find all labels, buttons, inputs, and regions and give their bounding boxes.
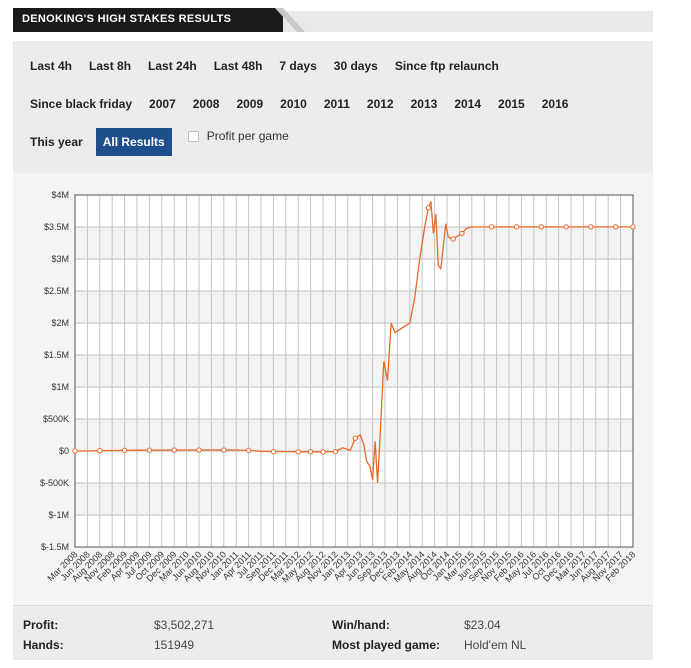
data-point [513,224,520,230]
filter-2015[interactable]: 2015 [498,97,525,111]
filter-since-black-friday[interactable]: Since black friday [30,97,133,111]
data-point [488,224,495,230]
profit-per-game-label: Profit per game [206,129,289,143]
filter-last-8h[interactable]: Last 8h [89,59,132,73]
filter-30-days[interactable]: 30 days [333,59,378,73]
plot-band [75,419,633,451]
y-tick-label: $3.5M [44,222,69,232]
data-point [307,449,314,455]
filter-2008[interactable]: 2008 [192,97,220,111]
filter-7-days[interactable]: 7 days [279,59,317,73]
data-point [425,205,432,211]
most-played-value: Hold'em NL [464,638,527,652]
data-point [352,435,358,441]
profit-value: $3,502,271 [154,618,215,632]
profit-per-game-checkbox[interactable] [187,130,199,142]
data-point [332,448,339,455]
data-point [612,224,619,230]
results-panel: DENOKING'S HIGH STAKES RESULTS Last 4h La… [13,8,653,668]
filter-2013[interactable]: 2013 [410,97,438,111]
y-tick-label: $2M [51,318,69,328]
page-title: DENOKING'S HIGH STAKES RESULTS [22,13,232,25]
data-point [97,447,103,454]
plot-border [74,194,634,548]
filter-panel: Last 4h Last 8h Last 24h Last 48h 7 days 30 d… [13,41,653,173]
data-point [538,224,544,230]
filter-2012[interactable]: 2012 [366,97,394,111]
data-point [270,448,277,455]
filter-2007[interactable]: 2007 [149,97,176,111]
y-tick-label: $-500K [40,478,69,488]
filter-last-24h[interactable]: Last 24h [148,59,197,73]
data-point [563,224,569,230]
title-bar: DENOKING'S HIGH STAKES RESULTS [13,8,653,32]
data-point [196,447,202,453]
stats-panel: Profit: $3,502,271 Hands: 151949 Win/han… [13,605,653,660]
y-tick-label: $-1M [48,510,69,520]
data-point [450,236,456,242]
plot-band [75,483,633,515]
y-tick-label: $3M [51,254,69,264]
filter-2010[interactable]: 2010 [280,97,307,111]
filter-2011[interactable]: 2011 [323,97,350,111]
filter-since-ftp-relaunch[interactable]: Since ftp relaunch [394,59,499,73]
y-tick-label: $0 [59,446,69,456]
most-played-label: Most played game: [332,638,441,652]
y-tick-label: $500K [43,414,69,424]
win-hand-label: Win/hand: [332,618,390,632]
data-point [320,449,326,455]
data-point [588,224,594,230]
data-point [146,447,153,453]
y-tick-label: $-1.5M [41,542,69,552]
filter-all-results[interactable]: All Results [95,128,172,156]
title-tab: DENOKING'S HIGH STAKES RESULTS [13,8,283,32]
filter-2016[interactable]: 2016 [541,97,569,111]
data-point [459,230,465,237]
chart-container: $4M $3.5M $3M $2.5M $2M $1.5M $1M $500K $0 $-500K… [13,173,653,605]
data-point [630,224,636,230]
filter-last-4h[interactable]: Last 4h [30,59,73,73]
data-point [221,447,227,453]
y-tick-label: $2.5M [44,286,69,296]
filter-2014[interactable]: 2014 [454,97,482,111]
data-point [295,449,301,455]
plot-band [75,291,633,323]
filter-last-48h[interactable]: Last 48h [213,59,263,73]
plot-band [75,227,633,259]
plot-band [75,355,633,387]
results-chart: $4M $3.5M $3M $2.5M $2M $1.5M $1M $500K $0 $-500K… [40,190,637,584]
filter-2009[interactable]: 2009 [236,97,264,111]
y-tick-label: $1.5M [44,350,69,360]
data-point [72,448,78,454]
data-point [171,447,177,453]
y-tick-label: $1M [51,382,69,392]
hands-label: Hands: [23,638,64,652]
filter-this-year[interactable]: This year [30,135,83,149]
profit-label: Profit: [23,618,59,632]
filter-row-2: Since black friday 2007 2008 2009 2010 2011 20… [13,89,568,119]
filter-row-1: Last 4h Last 8h Last 24h Last 48h 7 days 30 d… [13,51,499,81]
y-tick-label: $4M [51,190,69,200]
win-hand-value: $23.04 [464,618,501,632]
data-point [245,447,252,454]
filter-row-3: This year All Results Profit per game [13,127,289,157]
hands-value: 151949 [154,638,195,652]
data-point [121,447,128,454]
